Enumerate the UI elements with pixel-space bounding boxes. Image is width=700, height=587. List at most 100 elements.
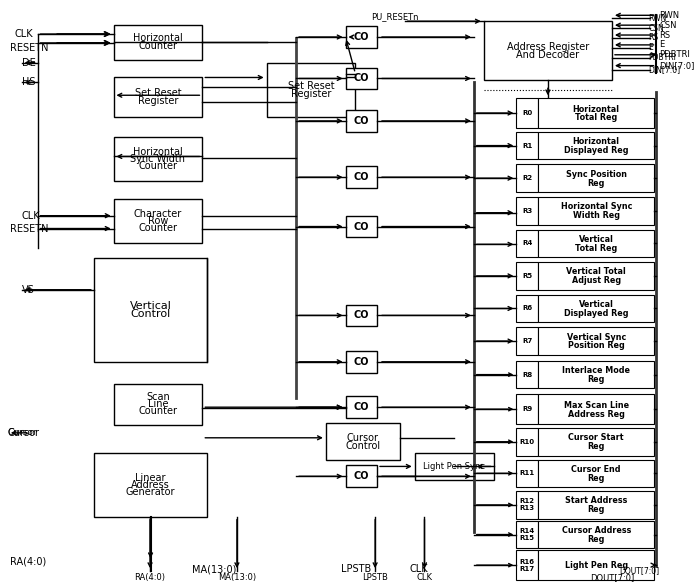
Text: R0: R0 bbox=[522, 110, 532, 116]
Text: MA(13:0): MA(13:0) bbox=[218, 573, 256, 582]
Text: E: E bbox=[649, 43, 653, 52]
FancyBboxPatch shape bbox=[517, 394, 538, 424]
FancyBboxPatch shape bbox=[538, 551, 655, 580]
Text: Total Reg: Total Reg bbox=[575, 244, 617, 253]
FancyBboxPatch shape bbox=[94, 258, 207, 362]
FancyBboxPatch shape bbox=[517, 230, 538, 257]
Text: Adjust Reg: Adjust Reg bbox=[572, 276, 621, 285]
Text: Counter: Counter bbox=[139, 406, 177, 416]
Text: Cursor Start: Cursor Start bbox=[568, 433, 624, 442]
Text: R1: R1 bbox=[522, 143, 532, 149]
FancyBboxPatch shape bbox=[538, 491, 655, 519]
FancyBboxPatch shape bbox=[517, 521, 538, 548]
Text: R10: R10 bbox=[519, 438, 535, 445]
Text: Displayed Reg: Displayed Reg bbox=[564, 309, 629, 318]
FancyBboxPatch shape bbox=[517, 361, 538, 389]
Text: R8: R8 bbox=[522, 372, 532, 377]
FancyBboxPatch shape bbox=[538, 262, 655, 290]
Text: RWN: RWN bbox=[659, 11, 680, 20]
FancyBboxPatch shape bbox=[517, 460, 538, 487]
Text: VS: VS bbox=[22, 285, 34, 295]
FancyBboxPatch shape bbox=[346, 396, 377, 418]
Text: LPSTB: LPSTB bbox=[362, 573, 388, 582]
FancyBboxPatch shape bbox=[517, 164, 538, 192]
Text: Set Reset: Set Reset bbox=[288, 81, 335, 91]
FancyBboxPatch shape bbox=[538, 98, 655, 128]
FancyBboxPatch shape bbox=[113, 137, 202, 181]
Text: Start Address: Start Address bbox=[565, 497, 627, 505]
Text: Vertical Total: Vertical Total bbox=[566, 268, 626, 276]
FancyBboxPatch shape bbox=[517, 327, 538, 355]
Text: Counter: Counter bbox=[139, 161, 177, 171]
Text: CSN: CSN bbox=[649, 23, 664, 33]
Text: Counter: Counter bbox=[139, 223, 177, 233]
Text: Linear: Linear bbox=[135, 473, 166, 483]
Text: R12
R13: R12 R13 bbox=[519, 498, 535, 511]
Text: Line: Line bbox=[148, 399, 168, 409]
Text: Counter: Counter bbox=[139, 42, 177, 52]
Text: Vertical Sync: Vertical Sync bbox=[566, 333, 626, 342]
Text: Control: Control bbox=[345, 441, 380, 451]
Text: DOUT[7:0]: DOUT[7:0] bbox=[620, 566, 659, 576]
Text: RA(4:0): RA(4:0) bbox=[134, 573, 165, 582]
Text: Horizontal: Horizontal bbox=[573, 104, 620, 113]
Text: RS: RS bbox=[659, 31, 671, 39]
FancyBboxPatch shape bbox=[538, 295, 655, 322]
Text: R5: R5 bbox=[522, 273, 532, 279]
Text: LPSTB: LPSTB bbox=[341, 564, 371, 574]
FancyBboxPatch shape bbox=[346, 305, 377, 326]
Text: RS: RS bbox=[649, 33, 659, 42]
Text: R7: R7 bbox=[522, 338, 532, 344]
Text: R4: R4 bbox=[522, 240, 532, 247]
Text: Character: Character bbox=[134, 209, 182, 219]
FancyBboxPatch shape bbox=[346, 465, 377, 487]
Text: PU_RESETn: PU_RESETn bbox=[371, 12, 419, 21]
Text: Cursor: Cursor bbox=[346, 433, 379, 443]
Text: DE: DE bbox=[22, 58, 36, 68]
Text: And Decoder: And Decoder bbox=[517, 50, 580, 60]
Text: Row: Row bbox=[148, 216, 168, 226]
Text: HS: HS bbox=[22, 77, 35, 87]
Text: Displayed Reg: Displayed Reg bbox=[564, 146, 629, 155]
FancyBboxPatch shape bbox=[517, 197, 538, 225]
Text: E: E bbox=[659, 41, 665, 49]
Text: DIN[7:0]: DIN[7:0] bbox=[659, 61, 695, 70]
Text: Vertical: Vertical bbox=[579, 235, 614, 244]
Text: Cursor: Cursor bbox=[8, 429, 38, 437]
Text: RESETN: RESETN bbox=[10, 224, 48, 234]
Text: Total Reg: Total Reg bbox=[575, 113, 617, 123]
Text: R2: R2 bbox=[522, 175, 532, 181]
FancyBboxPatch shape bbox=[326, 423, 400, 460]
Text: Horizontal: Horizontal bbox=[133, 147, 183, 157]
Text: Reg: Reg bbox=[587, 442, 605, 451]
FancyBboxPatch shape bbox=[517, 295, 538, 322]
Text: R9: R9 bbox=[522, 406, 532, 412]
Text: Horizontal Sync: Horizontal Sync bbox=[561, 203, 632, 211]
Text: Sync Width: Sync Width bbox=[130, 154, 186, 164]
FancyBboxPatch shape bbox=[538, 521, 655, 548]
Text: Address Register: Address Register bbox=[507, 42, 589, 52]
Text: Vertical: Vertical bbox=[579, 300, 614, 309]
Text: MA(13:0): MA(13:0) bbox=[193, 564, 237, 574]
Text: Register: Register bbox=[290, 89, 331, 99]
Text: CO: CO bbox=[354, 116, 369, 126]
FancyBboxPatch shape bbox=[538, 197, 655, 225]
Text: CO: CO bbox=[354, 402, 369, 412]
Text: CO: CO bbox=[354, 311, 369, 321]
FancyBboxPatch shape bbox=[484, 21, 612, 80]
FancyBboxPatch shape bbox=[346, 68, 377, 89]
Text: Horizontal: Horizontal bbox=[573, 137, 620, 146]
FancyBboxPatch shape bbox=[346, 351, 377, 373]
Text: RA(4:0): RA(4:0) bbox=[10, 556, 46, 566]
FancyBboxPatch shape bbox=[414, 453, 494, 480]
FancyBboxPatch shape bbox=[346, 166, 377, 188]
Text: Interlace Mode: Interlace Mode bbox=[562, 366, 630, 375]
Text: Max Scan Line: Max Scan Line bbox=[564, 401, 629, 410]
Text: Cursor End: Cursor End bbox=[571, 465, 621, 474]
Text: CLK: CLK bbox=[416, 573, 433, 582]
FancyBboxPatch shape bbox=[113, 199, 202, 244]
Text: DOUT[7:0]: DOUT[7:0] bbox=[590, 573, 634, 582]
Text: Reg: Reg bbox=[587, 474, 605, 483]
Text: CLK: CLK bbox=[410, 564, 428, 574]
FancyBboxPatch shape bbox=[538, 361, 655, 389]
